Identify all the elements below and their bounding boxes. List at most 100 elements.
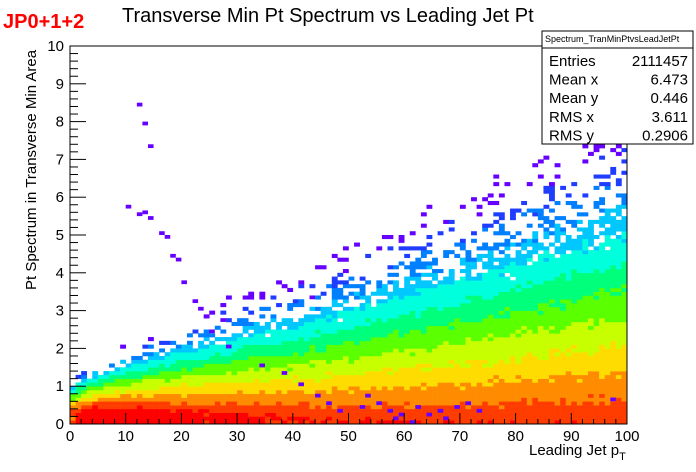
heatmap-bin [471, 231, 477, 236]
heatmap-bin [599, 219, 606, 224]
heatmap-bin [237, 359, 243, 364]
heatmap-bin [610, 272, 617, 277]
heatmap-bin [543, 295, 550, 300]
heatmap-bin [398, 420, 405, 425]
heatmap-bin [186, 408, 193, 413]
heatmap-bin [532, 246, 539, 251]
heatmap-bin [515, 250, 522, 255]
heatmap-bin [549, 265, 555, 270]
heatmap-bin [621, 197, 628, 202]
heatmap-bin [393, 291, 399, 296]
heatmap-bin [621, 231, 628, 236]
heatmap-bin [420, 340, 427, 345]
heatmap-bin [448, 352, 455, 357]
heatmap-bin [181, 401, 188, 406]
heatmap-bin [253, 412, 260, 417]
heatmap-bin [264, 408, 271, 413]
heatmap-bin [493, 389, 500, 395]
heatmap-bin [409, 393, 416, 398]
heatmap-bin [487, 193, 494, 198]
heatmap-bin [186, 389, 193, 395]
heatmap-bin [387, 310, 394, 315]
heatmap-bin [404, 310, 411, 315]
heatmap-bin [393, 318, 399, 323]
heatmap-bin [571, 265, 578, 270]
heatmap-bin [560, 303, 567, 308]
heatmap-bin [381, 333, 388, 338]
heatmap-bin [549, 242, 555, 247]
heatmap-bin [482, 420, 489, 425]
heatmap-bin [465, 306, 472, 311]
heatmap-bin [270, 386, 277, 391]
heatmap-bin [621, 321, 628, 327]
heatmap-bin [242, 325, 249, 330]
heatmap-bin [220, 352, 227, 357]
heatmap-bin [482, 246, 489, 251]
heatmap-bin [487, 295, 494, 300]
heatmap-bin [448, 355, 455, 361]
heatmap-bin [454, 306, 461, 311]
heatmap-bin [588, 314, 594, 319]
heatmap-bin [381, 401, 388, 406]
heatmap-bin [281, 367, 288, 372]
heatmap-bin [92, 408, 99, 413]
heatmap-bin [521, 329, 528, 334]
heatmap-bin [471, 352, 477, 357]
heatmap-bin [493, 318, 500, 323]
heatmap-bin [549, 382, 555, 387]
heatmap-bin [454, 393, 461, 398]
heatmap-bin [504, 397, 511, 402]
heatmap-bin [153, 416, 160, 421]
heatmap-bin [482, 355, 489, 361]
heatmap-bin [532, 208, 539, 213]
heatmap-bin [565, 299, 572, 304]
heatmap-bin [365, 374, 372, 379]
heatmap-bin [510, 310, 516, 315]
heatmap-bin [454, 253, 461, 258]
heatmap-bin [593, 310, 600, 315]
heatmap-bin [482, 386, 489, 391]
heatmap-bin [565, 352, 572, 357]
heatmap-bin [576, 276, 583, 281]
heatmap-bin [482, 333, 489, 338]
heatmap-bin [303, 333, 310, 338]
heatmap-bin [387, 397, 394, 402]
heatmap-bin [454, 355, 461, 361]
heatmap-bin [443, 389, 450, 395]
heatmap-bin [164, 340, 171, 345]
heatmap-bin [543, 325, 550, 330]
heatmap-bin [576, 235, 583, 240]
heatmap-bin [565, 235, 572, 240]
heatmap-bin [476, 333, 483, 338]
heatmap-bin [264, 359, 271, 364]
heatmap-bin [615, 382, 622, 387]
heatmap-bin [404, 276, 411, 281]
heatmap-bin [482, 337, 489, 342]
heatmap-bin [370, 386, 377, 391]
heatmap-bin [493, 265, 500, 270]
heatmap-bin [448, 401, 455, 406]
outlier-bin [225, 344, 232, 349]
heatmap-bin [420, 420, 427, 425]
heatmap-bin [571, 344, 578, 349]
heatmap-bin [432, 359, 438, 364]
heatmap-bin [432, 337, 438, 342]
heatmap-bin [432, 272, 438, 277]
heatmap-bin [198, 355, 204, 361]
heatmap-bin [443, 295, 450, 300]
heatmap-bin [315, 408, 321, 413]
heatmap-bin [571, 276, 578, 281]
heatmap-bin [554, 333, 561, 338]
heatmap-bin [181, 344, 188, 349]
outlier-bin [398, 412, 405, 417]
heatmap-bin [359, 325, 366, 330]
heatmap-bin [337, 329, 344, 334]
heatmap-bin [420, 359, 427, 364]
heatmap-bin [432, 325, 438, 330]
heatmap-bin [487, 386, 494, 391]
heatmap-bin [459, 246, 466, 251]
heatmap-bin [582, 374, 589, 379]
heatmap-bin [153, 405, 160, 410]
heatmap-bin [526, 378, 533, 383]
